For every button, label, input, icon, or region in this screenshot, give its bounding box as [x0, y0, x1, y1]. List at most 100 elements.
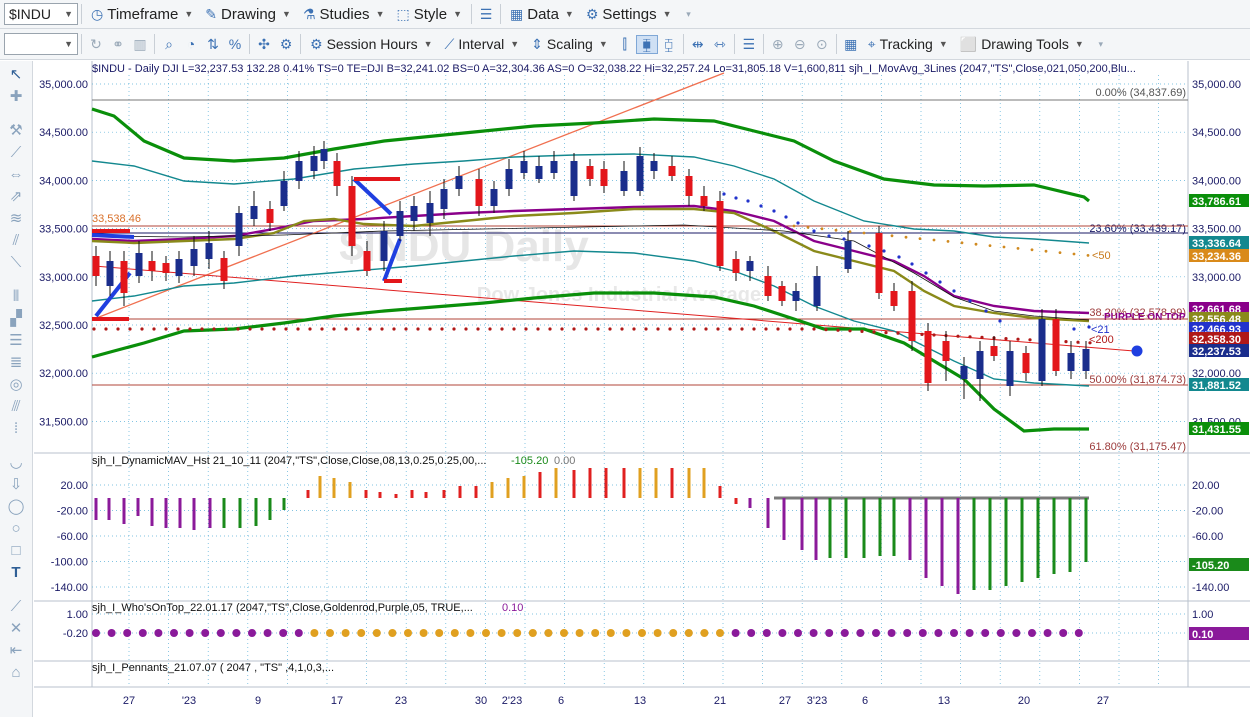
trendline-icon[interactable]: ⟋: [10, 144, 22, 161]
symbol-input[interactable]: $INDU ▼: [4, 3, 78, 25]
zoom-out-icon[interactable]: ⊖: [793, 35, 806, 52]
who-on-top-dot: [232, 629, 241, 637]
gear-icon[interactable]: ⚙: [279, 35, 293, 52]
arc-icon[interactable]: ◡: [9, 454, 23, 471]
ma200-dot: [140, 327, 144, 331]
ma200-dot: [752, 327, 756, 331]
overflow-chevron-icon[interactable]: ▾: [686, 8, 691, 19]
chevron-down-icon: ▼: [1074, 39, 1084, 49]
lock-icon[interactable]: ⌂: [11, 664, 21, 681]
ray-icon[interactable]: ⇗: [9, 188, 23, 205]
candlestick-icon[interactable]: ⧯: [635, 34, 658, 54]
time-tick-label: 27: [1097, 695, 1109, 707]
interval-input[interactable]: ▼: [4, 33, 78, 55]
crosshair-icon[interactable]: ✚: [9, 88, 23, 105]
drawing-menu[interactable]: ✎ Drawing ▼: [199, 0, 297, 28]
rectangle-icon[interactable]: □: [11, 542, 21, 559]
hide-drawings-icon[interactable]: ⟋: [10, 598, 22, 615]
interval-menu[interactable]: ⟋ Interval ▼: [439, 29, 526, 59]
who-on-top-dot: [357, 629, 366, 637]
vertical-lines-icon[interactable]: ⦀: [12, 288, 20, 305]
parallel-icon[interactable]: ⫽: [12, 232, 20, 249]
tracking-menu[interactable]: ⌖ Tracking ▼: [862, 29, 954, 59]
chart-canvas[interactable]: 35,000.00 35,000.00 34,500.00 34,500.00 34,0…: [34, 61, 1250, 717]
main-toolbar: $INDU ▼ ◷ Timeframe ▼ ✎ Drawing ▼ ⚗ Stud…: [0, 0, 1250, 29]
zoom-chart-icon[interactable]: ⌕: [165, 35, 173, 52]
ma200-dot: [860, 329, 864, 333]
fibonacci-icon[interactable]: ☰: [9, 332, 23, 349]
style-menu[interactable]: ⬚ Style ▼: [390, 0, 468, 28]
time-zones-icon[interactable]: ⦙: [14, 420, 18, 437]
who-on-top-dot: [575, 629, 584, 637]
grid-icon[interactable]: ▥: [133, 35, 147, 52]
ma-purple-line: [91, 204, 1090, 315]
settings-menu[interactable]: ⚙ Settings ▼: [580, 0, 678, 28]
histogram-bar: [702, 468, 706, 498]
price-tick-label-right: 35,000.00: [1192, 79, 1241, 91]
drawing-tools-menu[interactable]: ⬜ Drawing Tools ▼: [954, 29, 1090, 59]
candle-body: [778, 286, 786, 301]
panel2-tick-label: -60.00: [57, 531, 88, 543]
session-hours-menu[interactable]: ⚙ Session Hours ▼: [304, 29, 439, 59]
percent-icon[interactable]: %: [228, 36, 242, 52]
ma50-dot: [974, 242, 978, 246]
ma200-dot: [968, 335, 972, 339]
text-icon[interactable]: T: [11, 564, 21, 581]
pattern-line: [382, 238, 402, 282]
ma200-dot: [644, 327, 648, 331]
who-on-top-dot: [996, 629, 1005, 637]
timeframe-menu[interactable]: ◷ Timeframe ▼: [85, 0, 199, 28]
cross-icon[interactable]: ✣: [258, 35, 270, 52]
zoom-in-icon[interactable]: ⊕: [771, 35, 784, 52]
candle-body: [162, 263, 170, 273]
who-on-top-dot: [747, 629, 756, 637]
histogram-bar: [718, 486, 722, 498]
fib-50-label: 50.00% (31,874.73): [1089, 374, 1186, 386]
ellipse-icon[interactable]: ◯: [7, 498, 25, 515]
overflow-chevron-icon[interactable]: ▾: [1098, 38, 1104, 49]
expand-icon[interactable]: ⇿: [713, 35, 726, 52]
horizontal-arrows-icon[interactable]: ⇔: [8, 166, 24, 183]
zoom-reset-icon[interactable]: ⊙: [815, 35, 828, 52]
gear-icon: ⚙: [310, 35, 323, 52]
circle-icon[interactable]: ○: [11, 520, 21, 537]
ma200-dot: [608, 327, 612, 331]
bar-chart-icon[interactable]: ⫿: [622, 35, 627, 52]
data-menu[interactable]: ▦ Data ▼: [504, 0, 580, 28]
candle-body: [1067, 353, 1075, 371]
magnet-icon[interactable]: ⇤: [9, 642, 23, 659]
link-icon[interactable]: ⚭: [112, 35, 124, 52]
layout-icon[interactable]: ☰: [742, 35, 756, 52]
studies-menu[interactable]: ⚗ Studies ▼: [297, 0, 391, 28]
speedometer-icon[interactable]: ◔: [186, 36, 196, 52]
candle-pattern-icon[interactable]: ⇅: [207, 35, 219, 52]
refresh-icon[interactable]: ↻: [90, 35, 102, 52]
speed-lines-icon[interactable]: ⫻: [11, 398, 21, 415]
hollow-candle-icon[interactable]: ⧮: [664, 35, 674, 52]
layout-icon[interactable]: ☰: [479, 5, 493, 22]
candle-body: [636, 156, 644, 191]
chevron-down-icon: ▼: [510, 39, 520, 49]
cycle-icon[interactable]: ◎: [9, 376, 23, 393]
fib-fan-icon[interactable]: ≣: [9, 354, 23, 371]
scaling-icon: ⇕: [531, 35, 543, 52]
scaling-menu[interactable]: ⇕ Scaling ▼: [525, 29, 614, 59]
purple-on-top-label: PURPLE ON TOP: [1104, 312, 1186, 323]
ma50-dot: [1058, 251, 1062, 255]
panel4-title: sjh_I_Pennants_21.07.07 ( 2047 , "TS" ,4…: [92, 662, 334, 674]
tools-icon[interactable]: ⚒: [9, 122, 23, 139]
data-window-icon[interactable]: ▦: [844, 35, 858, 52]
who-on-top-dot: [450, 629, 459, 637]
ma200-dot: [704, 327, 708, 331]
delete-drawings-icon[interactable]: ✕: [9, 620, 23, 637]
regression-icon[interactable]: ⟍: [10, 254, 22, 271]
who-on-top-dot: [404, 629, 412, 637]
ma50-dot: [890, 234, 894, 238]
ma200-dot: [488, 327, 492, 331]
gann-icon[interactable]: ▞: [10, 310, 22, 327]
pointer-icon[interactable]: ↖: [9, 66, 23, 83]
arrow-down-icon[interactable]: ⇩: [9, 476, 23, 493]
panel2-title: sjh_I_DynamicMAV_Hst 21_10_11 (2047,"TS"…: [92, 455, 486, 467]
channel-icon[interactable]: ≋: [9, 210, 23, 227]
compress-icon[interactable]: ⇹: [691, 35, 704, 52]
